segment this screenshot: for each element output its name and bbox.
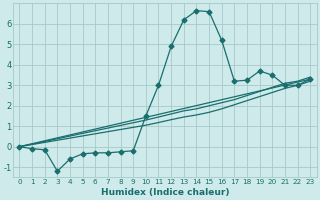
X-axis label: Humidex (Indice chaleur): Humidex (Indice chaleur): [100, 188, 229, 197]
